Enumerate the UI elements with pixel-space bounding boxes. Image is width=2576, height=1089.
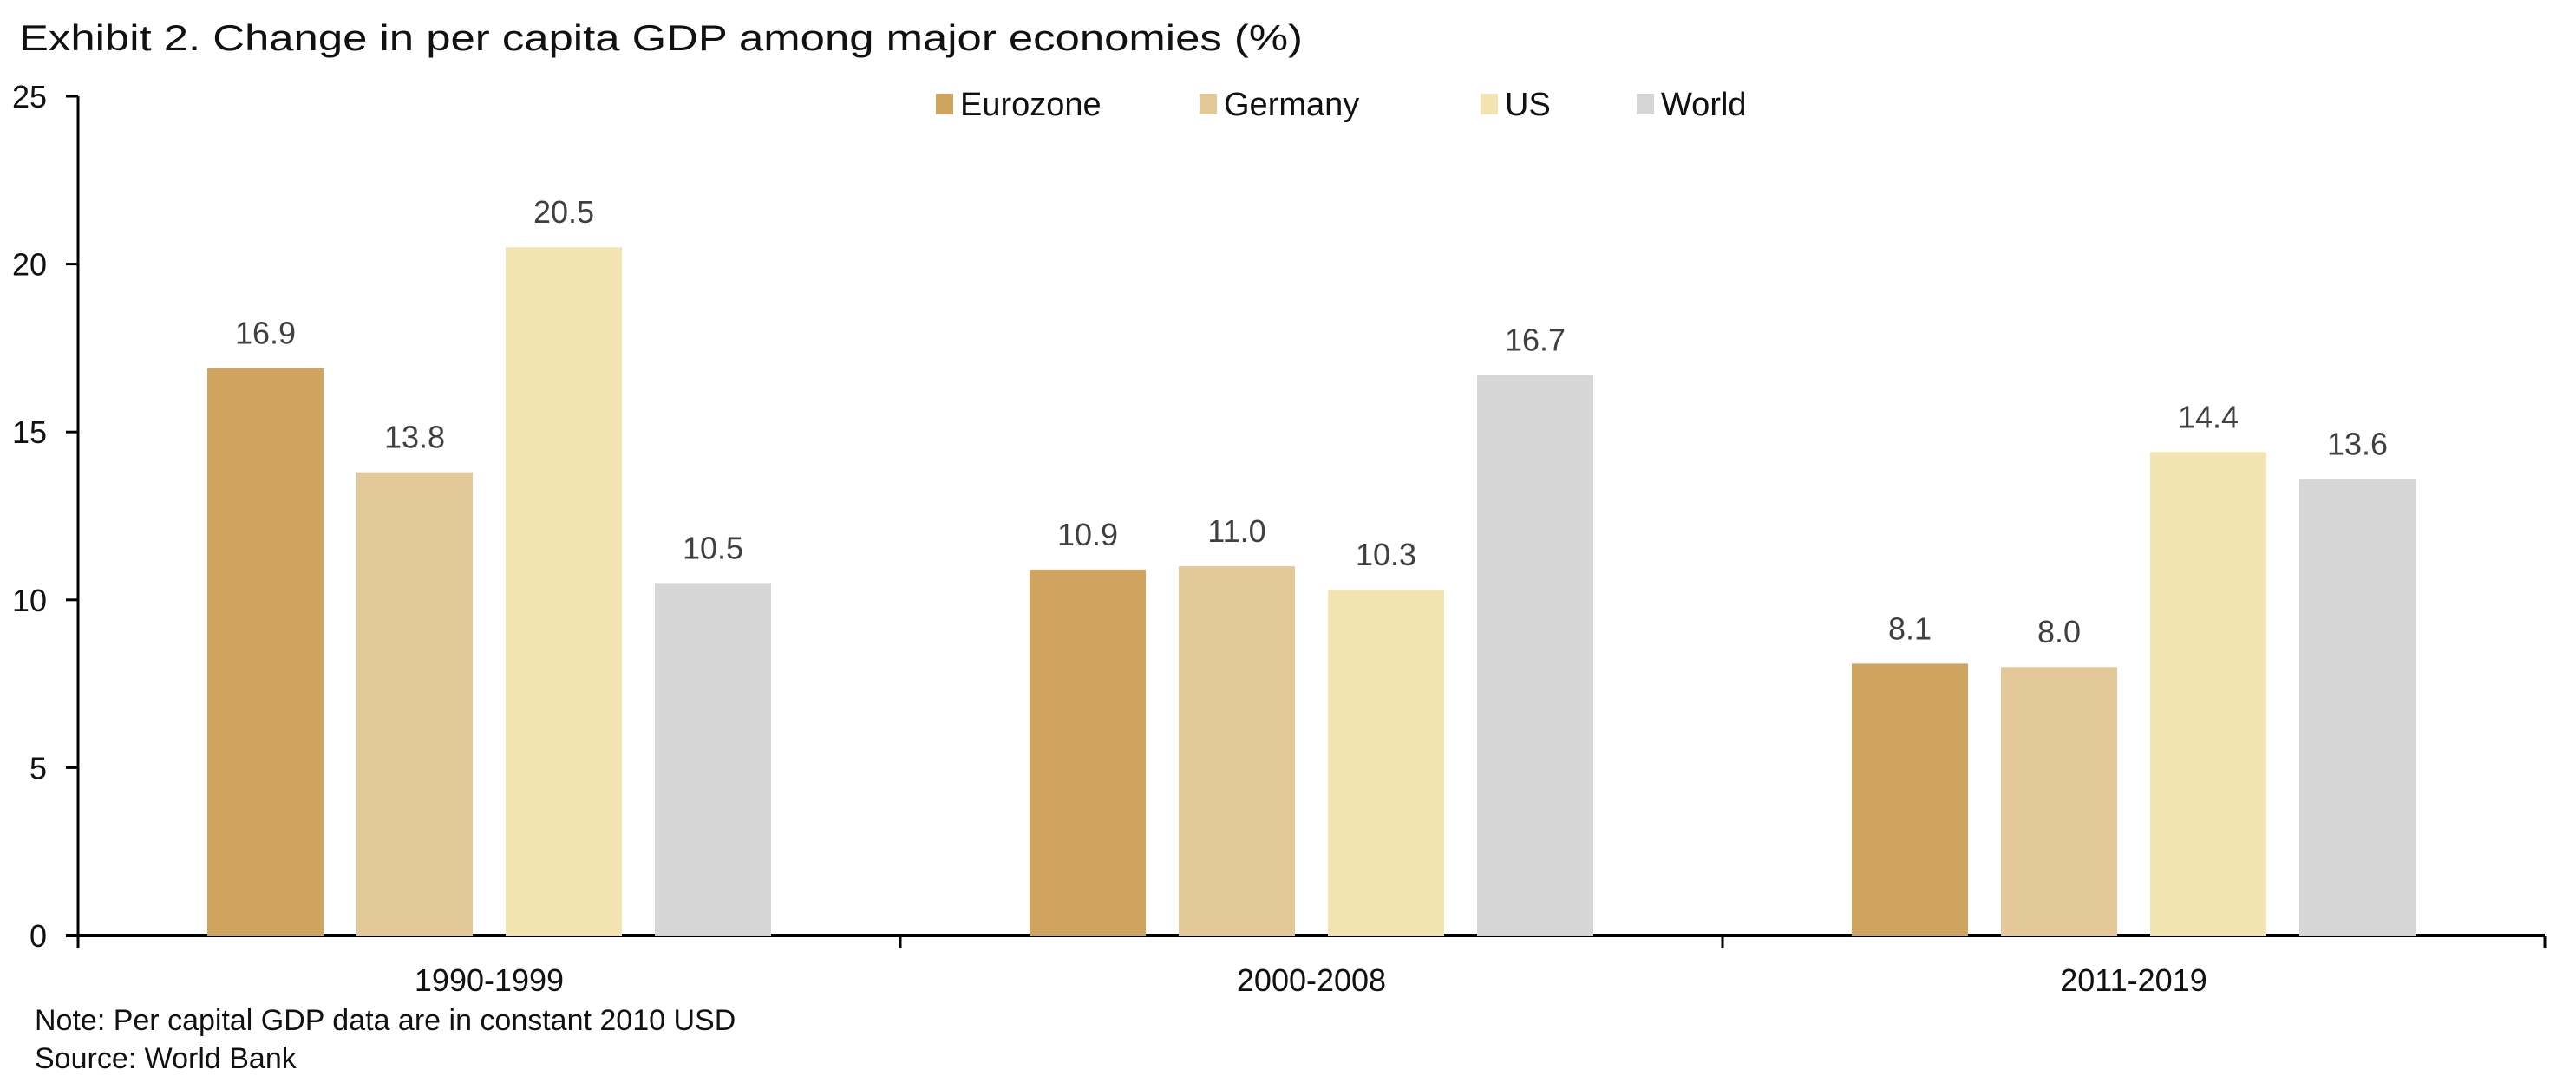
y-tick-label: 20	[12, 247, 47, 283]
data-label: 8.0	[2037, 614, 2081, 649]
legend-swatch-germany	[1200, 94, 1217, 114]
bar-us	[2150, 452, 2266, 936]
data-label: 8.1	[1888, 610, 1932, 646]
y-tick-label: 5	[29, 750, 47, 786]
bars: 16.9 10.9 8.1 13.8 11.0 8.0 20.5 10.3 14.4 10.5 16…	[207, 194, 2416, 936]
legend-label: US	[1505, 87, 1551, 123]
bar-world	[2299, 479, 2416, 936]
legend-swatch-us	[1481, 94, 1498, 114]
legend-label: Eurozone	[960, 87, 1102, 123]
bar-germany	[1179, 566, 1295, 936]
chart-source: Source: World Bank	[35, 1042, 297, 1075]
bar-germany	[356, 472, 473, 936]
data-label: 20.5	[533, 194, 594, 230]
bar-germany	[2001, 667, 2117, 936]
chart-note: Note: Per capital GDP data are in consta…	[35, 1004, 736, 1037]
bar-world	[1477, 375, 1593, 936]
data-label: 11.0	[1207, 513, 1265, 549]
legend-swatch-eurozone	[936, 94, 953, 114]
legend: Eurozone Germany US World	[936, 87, 1747, 123]
y-tick-label: 15	[12, 414, 47, 450]
legend-swatch-world	[1637, 94, 1654, 114]
y-tick-label: 0	[29, 918, 47, 954]
data-label: 14.4	[2178, 399, 2239, 434]
bar-us	[506, 247, 622, 936]
y-tick-label: 25	[12, 79, 47, 114]
x-tick-label: 2000-2008	[1237, 962, 1386, 998]
bar-eurozone	[1030, 569, 1146, 936]
y-tick-label: 10	[12, 583, 47, 618]
legend-label: Germany	[1224, 87, 1359, 123]
chart-title: Exhibit 2. Change in per capita GDP amon…	[19, 17, 1303, 58]
x-tick-label: 1990-1999	[415, 962, 564, 998]
axes: 0 5 10 15 20 25 1990-1999 2000-2008 2011-2019	[12, 79, 2547, 998]
bar-us	[1328, 590, 1444, 936]
data-label: 10.3	[1356, 537, 1416, 572]
data-label: 13.6	[2327, 426, 2388, 461]
data-label: 16.9	[235, 316, 296, 351]
data-label: 10.5	[683, 530, 743, 565]
data-label: 10.9	[1057, 517, 1118, 552]
x-tick-label: 2011-2019	[2060, 962, 2207, 998]
legend-label: World	[1661, 87, 1747, 123]
bar-eurozone	[207, 368, 324, 936]
data-label: 13.8	[384, 420, 445, 455]
bar-eurozone	[1852, 663, 1968, 936]
bar-world	[655, 583, 771, 936]
data-label: 16.7	[1505, 322, 1566, 357]
